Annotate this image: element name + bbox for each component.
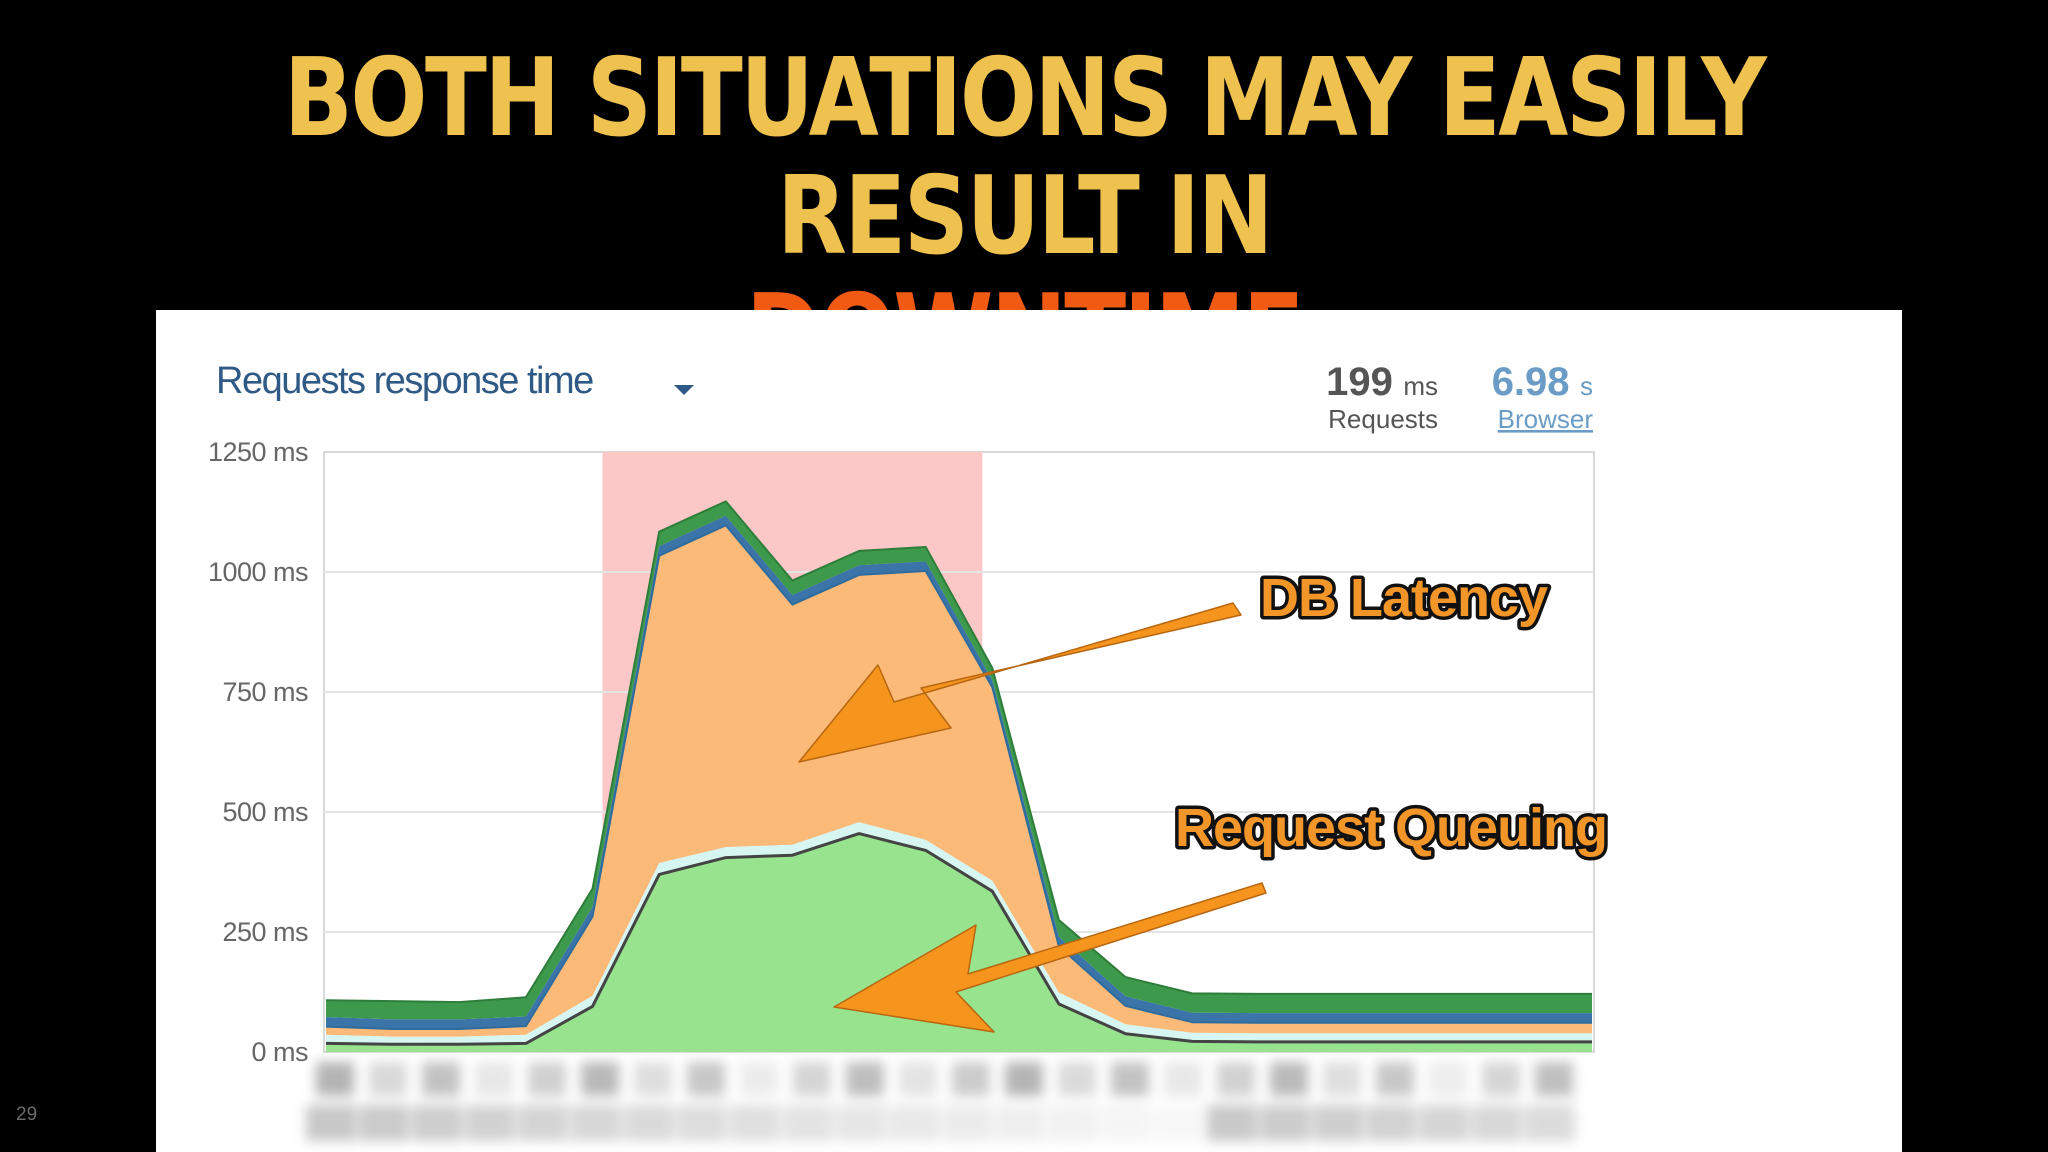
obscured-x-label — [1535, 1062, 1573, 1096]
obscured-x-label — [1270, 1062, 1308, 1096]
y-tick-label: 1000 ms — [208, 557, 308, 587]
series-area-network-band — [326, 822, 1592, 1045]
browser-value-number: 6.98 — [1492, 360, 1570, 404]
series-area-green-band — [326, 501, 1592, 1020]
obscured-x-label — [1101, 1105, 1151, 1141]
slide-title-line1: BOTH SITUATIONS MAY EASILY RESULT IN — [283, 36, 1767, 279]
series-line-top — [325, 500, 1592, 1004]
obscured-x-label — [899, 1062, 937, 1096]
obscured-x-label — [677, 1105, 727, 1141]
obscured-x-label — [465, 1105, 515, 1141]
obscured-x-label — [422, 1062, 460, 1096]
y-axis-ticks: 1250 ms 1000 ms 750 ms 500 ms 250 ms 0 ms — [208, 437, 309, 1067]
obscured-x-label — [1111, 1062, 1149, 1096]
obscured-x-label — [687, 1062, 725, 1096]
obscured-x-label — [1429, 1062, 1467, 1096]
obscured-x-label — [1005, 1062, 1043, 1096]
panel-title[interactable]: Requests response time — [216, 360, 595, 402]
slide-number: 29 — [16, 1104, 38, 1125]
requests-label: Requests — [1328, 404, 1438, 434]
obscured-x-label — [359, 1105, 409, 1141]
requests-value: 199 ms — [1326, 360, 1438, 404]
x-axis-labels-obscured — [306, 1062, 1575, 1141]
obscured-x-label — [518, 1105, 568, 1141]
obscured-x-label — [1260, 1105, 1310, 1141]
obscured-x-label — [846, 1062, 884, 1096]
browser-link[interactable]: Browser — [1498, 404, 1594, 434]
db-latency-arrow — [798, 602, 1242, 763]
browser-value-unit: s — [1580, 371, 1593, 401]
obscured-x-label — [571, 1105, 621, 1141]
request-queuing-arrow — [833, 882, 1267, 1033]
y-tick-label: 250 ms — [222, 917, 308, 947]
obscured-x-label — [581, 1062, 619, 1096]
obscured-x-label — [412, 1105, 462, 1141]
obscured-x-label — [369, 1062, 407, 1096]
obscured-x-label — [1472, 1105, 1522, 1141]
obscured-x-label — [942, 1105, 992, 1141]
db-latency-label: DB Latency — [1260, 568, 1548, 628]
obscured-x-label — [1048, 1105, 1098, 1141]
obscured-x-label — [316, 1062, 354, 1096]
obscured-x-label — [624, 1105, 674, 1141]
obscured-x-label — [740, 1062, 778, 1096]
series-line-queuing — [325, 832, 1592, 1046]
response-time-chart: Requests response time 199 ms Requests 6… — [208, 360, 1612, 1141]
requests-value-unit: ms — [1403, 371, 1438, 401]
browser-value: 6.98 s — [1492, 360, 1593, 404]
obscured-x-label — [1217, 1062, 1255, 1096]
obscured-x-label — [1366, 1105, 1416, 1141]
chevron-down-icon[interactable] — [674, 385, 694, 395]
obscured-x-label — [1525, 1105, 1575, 1141]
obscured-x-label — [1482, 1062, 1520, 1096]
obscured-x-label — [783, 1105, 833, 1141]
obscured-x-label — [306, 1105, 356, 1141]
y-tick-label: 0 ms — [251, 1037, 308, 1067]
obscured-x-label — [1323, 1062, 1361, 1096]
obscured-x-label — [475, 1062, 513, 1096]
obscured-x-label — [1419, 1105, 1469, 1141]
obscured-x-label — [1376, 1062, 1414, 1096]
y-tick-label: 1250 ms — [208, 437, 308, 467]
requests-value-number: 199 — [1326, 360, 1393, 404]
obscured-x-label — [634, 1062, 672, 1096]
obscured-x-label — [1154, 1105, 1204, 1141]
series-area-db-latency-area — [326, 525, 1592, 1037]
series-line-db — [325, 524, 1592, 1030]
y-tick-label: 750 ms — [222, 677, 308, 707]
obscured-x-label — [1058, 1062, 1096, 1096]
obscured-x-label — [793, 1062, 831, 1096]
y-tick-label: 500 ms — [222, 797, 308, 827]
obscured-x-label — [889, 1105, 939, 1141]
obscured-x-label — [1207, 1105, 1257, 1141]
obscured-x-label — [1313, 1105, 1363, 1141]
obscured-x-label — [836, 1105, 886, 1141]
obscured-x-label — [1164, 1062, 1202, 1096]
request-queuing-label: Request Queuing — [1175, 798, 1607, 858]
response-time-panel: Requests response time 199 ms Requests 6… — [156, 310, 1902, 1152]
obscured-x-label — [995, 1105, 1045, 1141]
obscured-x-label — [952, 1062, 990, 1096]
obscured-x-label — [730, 1105, 780, 1141]
obscured-x-label — [528, 1062, 566, 1096]
